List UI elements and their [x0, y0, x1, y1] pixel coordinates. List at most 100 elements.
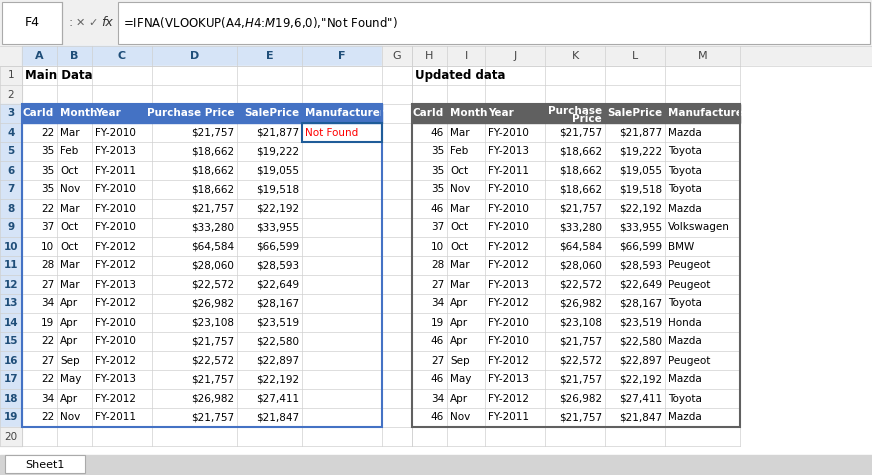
Bar: [92, 46, 152, 66]
Bar: [22, 123, 872, 142]
Text: 35: 35: [431, 146, 444, 156]
Text: 46: 46: [431, 336, 444, 346]
Text: FY-2011: FY-2011: [95, 165, 136, 175]
Text: FY-2012: FY-2012: [488, 260, 529, 270]
Text: $28,593: $28,593: [255, 260, 299, 270]
Text: $64,584: $64,584: [559, 241, 602, 251]
Bar: [412, 104, 740, 427]
Text: fx: fx: [101, 17, 112, 29]
Text: $19,222: $19,222: [255, 146, 299, 156]
Bar: [22, 104, 872, 123]
Text: $26,982: $26,982: [191, 393, 234, 403]
Text: 7: 7: [7, 184, 15, 194]
Text: $18,662: $18,662: [559, 184, 602, 194]
Text: $18,662: $18,662: [559, 146, 602, 156]
Text: Manufacturer: Manufacturer: [668, 108, 748, 118]
Text: FY-2013: FY-2013: [488, 374, 529, 384]
Text: Sheet1: Sheet1: [25, 460, 65, 470]
Text: Mar: Mar: [60, 203, 79, 213]
Text: Sep: Sep: [60, 355, 79, 365]
Text: H: H: [426, 51, 433, 61]
Text: Nov: Nov: [450, 184, 470, 194]
Text: Toyota: Toyota: [668, 165, 702, 175]
Text: $26,982: $26,982: [191, 298, 234, 308]
Bar: [0, 427, 22, 446]
Bar: [0, 46, 872, 66]
Text: $22,580: $22,580: [256, 336, 299, 346]
Text: J: J: [514, 51, 516, 61]
Text: 28: 28: [431, 260, 444, 270]
Text: 10: 10: [3, 241, 18, 251]
Text: Mar: Mar: [450, 127, 470, 137]
Text: 19: 19: [41, 317, 54, 327]
Text: $19,518: $19,518: [619, 184, 662, 194]
Text: Updated data: Updated data: [415, 69, 506, 82]
Text: Mazda: Mazda: [668, 336, 702, 346]
Text: FY-2010: FY-2010: [95, 317, 136, 327]
Bar: [22, 275, 872, 294]
Text: FY-2012: FY-2012: [95, 260, 136, 270]
Bar: [5, 455, 85, 473]
Text: Purchase: Purchase: [548, 105, 602, 115]
Bar: [22, 294, 872, 313]
Bar: [0, 199, 22, 218]
Text: $22,649: $22,649: [255, 279, 299, 289]
Text: $21,847: $21,847: [255, 412, 299, 422]
Text: $22,572: $22,572: [559, 279, 602, 289]
Bar: [605, 46, 665, 66]
Text: BMW: BMW: [668, 241, 694, 251]
Bar: [0, 256, 22, 275]
Text: FY-2010: FY-2010: [488, 222, 529, 232]
Text: $21,757: $21,757: [191, 127, 234, 137]
Text: 5: 5: [7, 146, 15, 156]
Text: 46: 46: [431, 203, 444, 213]
Text: 17: 17: [3, 374, 18, 384]
Text: Oct: Oct: [60, 222, 78, 232]
Bar: [0, 0, 872, 46]
Text: FY-2010: FY-2010: [95, 127, 136, 137]
Text: $21,847: $21,847: [619, 412, 662, 422]
Text: 35: 35: [431, 165, 444, 175]
Text: $66,599: $66,599: [255, 241, 299, 251]
Text: 27: 27: [41, 279, 54, 289]
Text: $21,757: $21,757: [559, 203, 602, 213]
Text: 4: 4: [7, 127, 15, 137]
Text: 34: 34: [41, 393, 54, 403]
Text: $27,411: $27,411: [255, 393, 299, 403]
Text: CarId: CarId: [23, 108, 54, 118]
Text: 10: 10: [431, 241, 444, 251]
Bar: [382, 46, 412, 66]
Text: Feb: Feb: [450, 146, 468, 156]
Bar: [22, 237, 872, 256]
Text: Toyota: Toyota: [668, 146, 702, 156]
Text: $21,757: $21,757: [559, 336, 602, 346]
Text: Nov: Nov: [60, 412, 80, 422]
Text: 9: 9: [8, 222, 15, 232]
Text: $28,593: $28,593: [619, 260, 662, 270]
Bar: [412, 46, 447, 66]
Text: FY-2012: FY-2012: [95, 241, 136, 251]
Text: Apr: Apr: [60, 317, 78, 327]
Bar: [22, 370, 872, 389]
Bar: [0, 123, 22, 142]
Bar: [0, 104, 22, 123]
Bar: [22, 180, 872, 199]
Text: 27: 27: [431, 279, 444, 289]
Text: 19: 19: [3, 412, 18, 422]
Bar: [22, 199, 872, 218]
Text: SalePrice: SalePrice: [607, 108, 662, 118]
Text: CarId: CarId: [412, 108, 444, 118]
Text: Main Data: Main Data: [25, 69, 92, 82]
Text: Mar: Mar: [450, 279, 470, 289]
Text: Apr: Apr: [60, 393, 78, 403]
Bar: [0, 46, 872, 446]
Text: M: M: [698, 51, 707, 61]
Text: $22,897: $22,897: [255, 355, 299, 365]
Text: $27,411: $27,411: [619, 393, 662, 403]
Text: Year: Year: [488, 108, 514, 118]
Text: FY-2012: FY-2012: [95, 298, 136, 308]
Text: C: C: [118, 51, 126, 61]
Text: $22,580: $22,580: [619, 336, 662, 346]
Text: $21,877: $21,877: [619, 127, 662, 137]
Text: Apr: Apr: [60, 336, 78, 346]
